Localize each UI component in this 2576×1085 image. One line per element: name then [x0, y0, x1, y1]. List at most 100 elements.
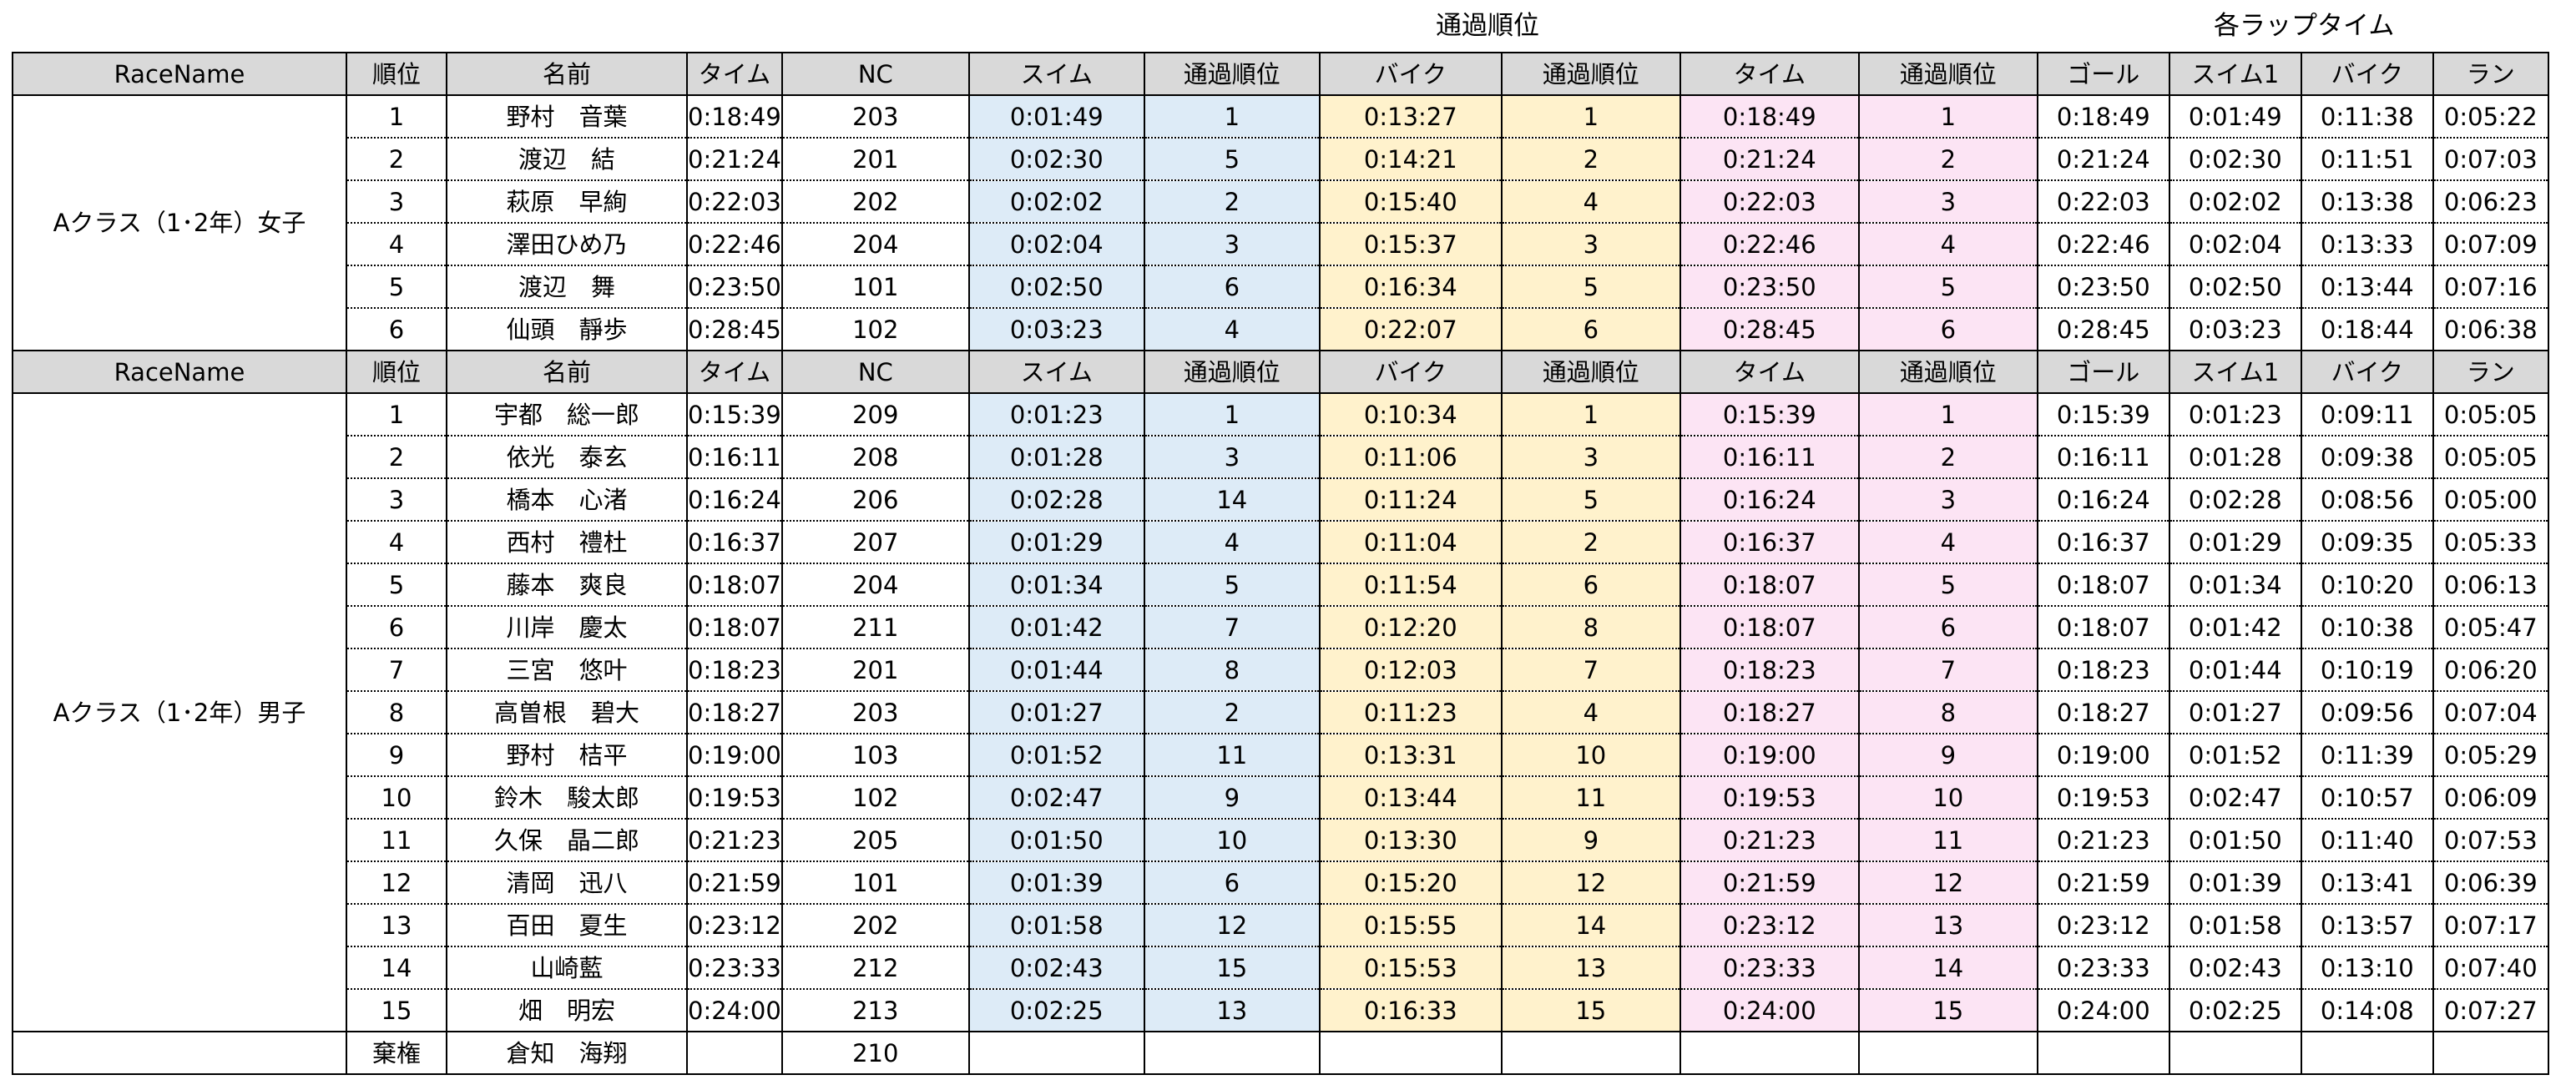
- run-cell: 0:06:20: [2432, 648, 2549, 692]
- nc-cell: 203: [780, 690, 970, 734]
- table-row: 13 百田 夏生 0:23:12 202 0:01:58 12 0:15:55 14 0:23:…: [13, 903, 2549, 947]
- swim-cell: 0:01:52: [967, 733, 1145, 777]
- rank-cell: 4: [346, 520, 447, 564]
- run-cell: 0:07:40: [2432, 946, 2549, 990]
- swim1-cell: 0:01:58: [2168, 903, 2302, 947]
- total-passing-rank-cell: [1857, 1031, 2038, 1075]
- header-time: タイム: [686, 52, 783, 96]
- bike-rank-cell: 1: [1500, 392, 1681, 437]
- goal-cell: 0:18:07: [2036, 605, 2170, 649]
- race-name-cell: [12, 1031, 347, 1075]
- rank-cell: 15: [346, 988, 447, 1032]
- rank-cell: 7: [346, 648, 447, 692]
- run-cell: 0:07:17: [2432, 903, 2549, 947]
- nc-cell: 201: [780, 648, 970, 692]
- header-nc: NC: [780, 52, 970, 96]
- bike-rank-cell: 2: [1500, 520, 1681, 564]
- bike-lap-cell: 0:13:38: [2300, 179, 2434, 224]
- run-cell: 0:05:29: [2432, 733, 2549, 777]
- swim-rank-cell: 1: [1143, 392, 1321, 437]
- lap-times-super-header: 各ラップタイム: [2214, 11, 2395, 41]
- name-cell: 高曽根 碧大: [446, 690, 688, 734]
- bike-passing-rank-cell: [1500, 1031, 1681, 1075]
- goal-cell: 0:21:59: [2036, 860, 2170, 905]
- header-bike-lap: バイク: [2300, 350, 2434, 394]
- swim1-lap-cell: [2168, 1031, 2302, 1075]
- nc-cell: 101: [780, 265, 970, 309]
- header-bike: バイク: [1318, 52, 1503, 96]
- name-cell: 野村 音葉: [446, 94, 688, 139]
- bike-lap-cell: [2300, 1031, 2434, 1075]
- table-row: 4 西村 禮杜 0:16:37 207 0:01:29 4 0:11:04 2 0:16:37 4…: [13, 520, 2549, 564]
- time-cell: 0:18:27: [686, 690, 783, 734]
- time-cell: 0:24:00: [686, 988, 783, 1032]
- table-row: 11 久保 晶二郎 0:21:23 205 0:01:50 10 0:13:30 9 0:21:…: [13, 818, 2549, 862]
- bike-cell: 0:16:33: [1318, 988, 1503, 1032]
- bike-rank-cell: 5: [1500, 265, 1681, 309]
- header-name: 名前: [446, 52, 688, 96]
- swim-rank-cell: 13: [1143, 988, 1321, 1032]
- bike-cell: 0:15:53: [1318, 946, 1503, 990]
- goal-cell: 0:18:07: [2036, 563, 2170, 607]
- swim1-cell: 0:01:44: [2168, 648, 2302, 692]
- total-time-cell: 0:28:45: [1679, 307, 1860, 351]
- rank-cell: 6: [346, 605, 447, 649]
- time-cell: 0:18:23: [686, 648, 783, 692]
- nc-cell: 204: [780, 563, 970, 607]
- time-cell: 0:23:33: [686, 946, 783, 990]
- time-rank-cell: 15: [1857, 988, 2038, 1032]
- rank-cell: 1: [346, 392, 447, 437]
- name-cell: 清岡 迅八: [446, 860, 688, 905]
- time-cell: 0:23:12: [686, 903, 783, 947]
- swim-cell: 0:02:02: [967, 179, 1145, 224]
- withdrawn-row: 棄権 倉知 海翔 210: [12, 1031, 2549, 1075]
- bike-cell: 0:15:55: [1318, 903, 1503, 947]
- name-cell: 澤田ひめ乃: [446, 222, 688, 266]
- bike-lap-cell: 0:13:10: [2300, 946, 2434, 990]
- swim1-cell: 0:01:23: [2168, 392, 2302, 437]
- bike-cell: 0:10:34: [1318, 392, 1503, 437]
- time-rank-cell: 1: [1857, 94, 2038, 139]
- bike-cell: 0:11:24: [1318, 477, 1503, 522]
- swim-cell: [967, 1031, 1145, 1075]
- header-goal: ゴール: [2036, 350, 2170, 394]
- run-cell: 0:05:22: [2432, 94, 2549, 139]
- run-cell: 0:05:05: [2432, 435, 2549, 479]
- time-cell: 0:18:49: [686, 94, 783, 139]
- time-cell: 0:22:03: [686, 179, 783, 224]
- bike-lap-cell: 0:13:33: [2300, 222, 2434, 266]
- header-total-time: タイム: [1679, 52, 1860, 96]
- super-header-bar: 通過順位 各ラップタイム: [0, 0, 2576, 52]
- swim-cell: 0:02:25: [967, 988, 1145, 1032]
- goal-cell: 0:19:53: [2036, 775, 2170, 820]
- table-row: 7 三宮 悠叶 0:18:23 201 0:01:44 8 0:12:03 7 0:18:23 7…: [13, 648, 2549, 692]
- bike-cell: 0:13:27: [1318, 94, 1503, 139]
- header-rank: 順位: [346, 350, 447, 394]
- total-time-cell: 0:23:50: [1679, 265, 1860, 309]
- table-row: 9 野村 桔平 0:19:00 103 0:01:52 11 0:13:31 10 0:19:0…: [13, 733, 2549, 777]
- swim-rank-cell: 9: [1143, 775, 1321, 820]
- name-cell: 鈴木 駿太郎: [446, 775, 688, 820]
- total-time-cell: 0:21:23: [1679, 818, 1860, 862]
- swim-cell: 0:02:50: [967, 265, 1145, 309]
- goal-cell: 0:28:45: [2036, 307, 2170, 351]
- swim1-cell: 0:01:27: [2168, 690, 2302, 734]
- rank-cell: 5: [346, 265, 447, 309]
- bike-rank-cell: 3: [1500, 222, 1681, 266]
- time-rank-cell: 9: [1857, 733, 2038, 777]
- swim-cell: 0:01:44: [967, 648, 1145, 692]
- header-race-name: RaceName: [12, 350, 347, 394]
- table-row: Aクラス（1･2年）女子 1 野村 音葉 0:18:49 203 0:01:49 1 0:13…: [12, 94, 2549, 351]
- name-cell: 畑 明宏: [446, 988, 688, 1032]
- time-rank-cell: 3: [1857, 179, 2038, 224]
- bike-rank-cell: 14: [1500, 903, 1681, 947]
- table-row: 5 渡辺 舞 0:23:50 101 0:02:50 6 0:16:34 5 0:23:50 5 0…: [13, 265, 2549, 309]
- swim-cell: 0:01:28: [967, 435, 1145, 479]
- bike-rank-cell: 8: [1500, 605, 1681, 649]
- header-swim-passing-rank: 通過順位: [1143, 52, 1321, 96]
- time-cell: 0:16:11: [686, 435, 783, 479]
- name-cell: 三宮 悠叶: [446, 648, 688, 692]
- time-cell: 0:18:07: [686, 563, 783, 607]
- bike-lap-cell: 0:10:19: [2300, 648, 2434, 692]
- nc-cell: 207: [780, 520, 970, 564]
